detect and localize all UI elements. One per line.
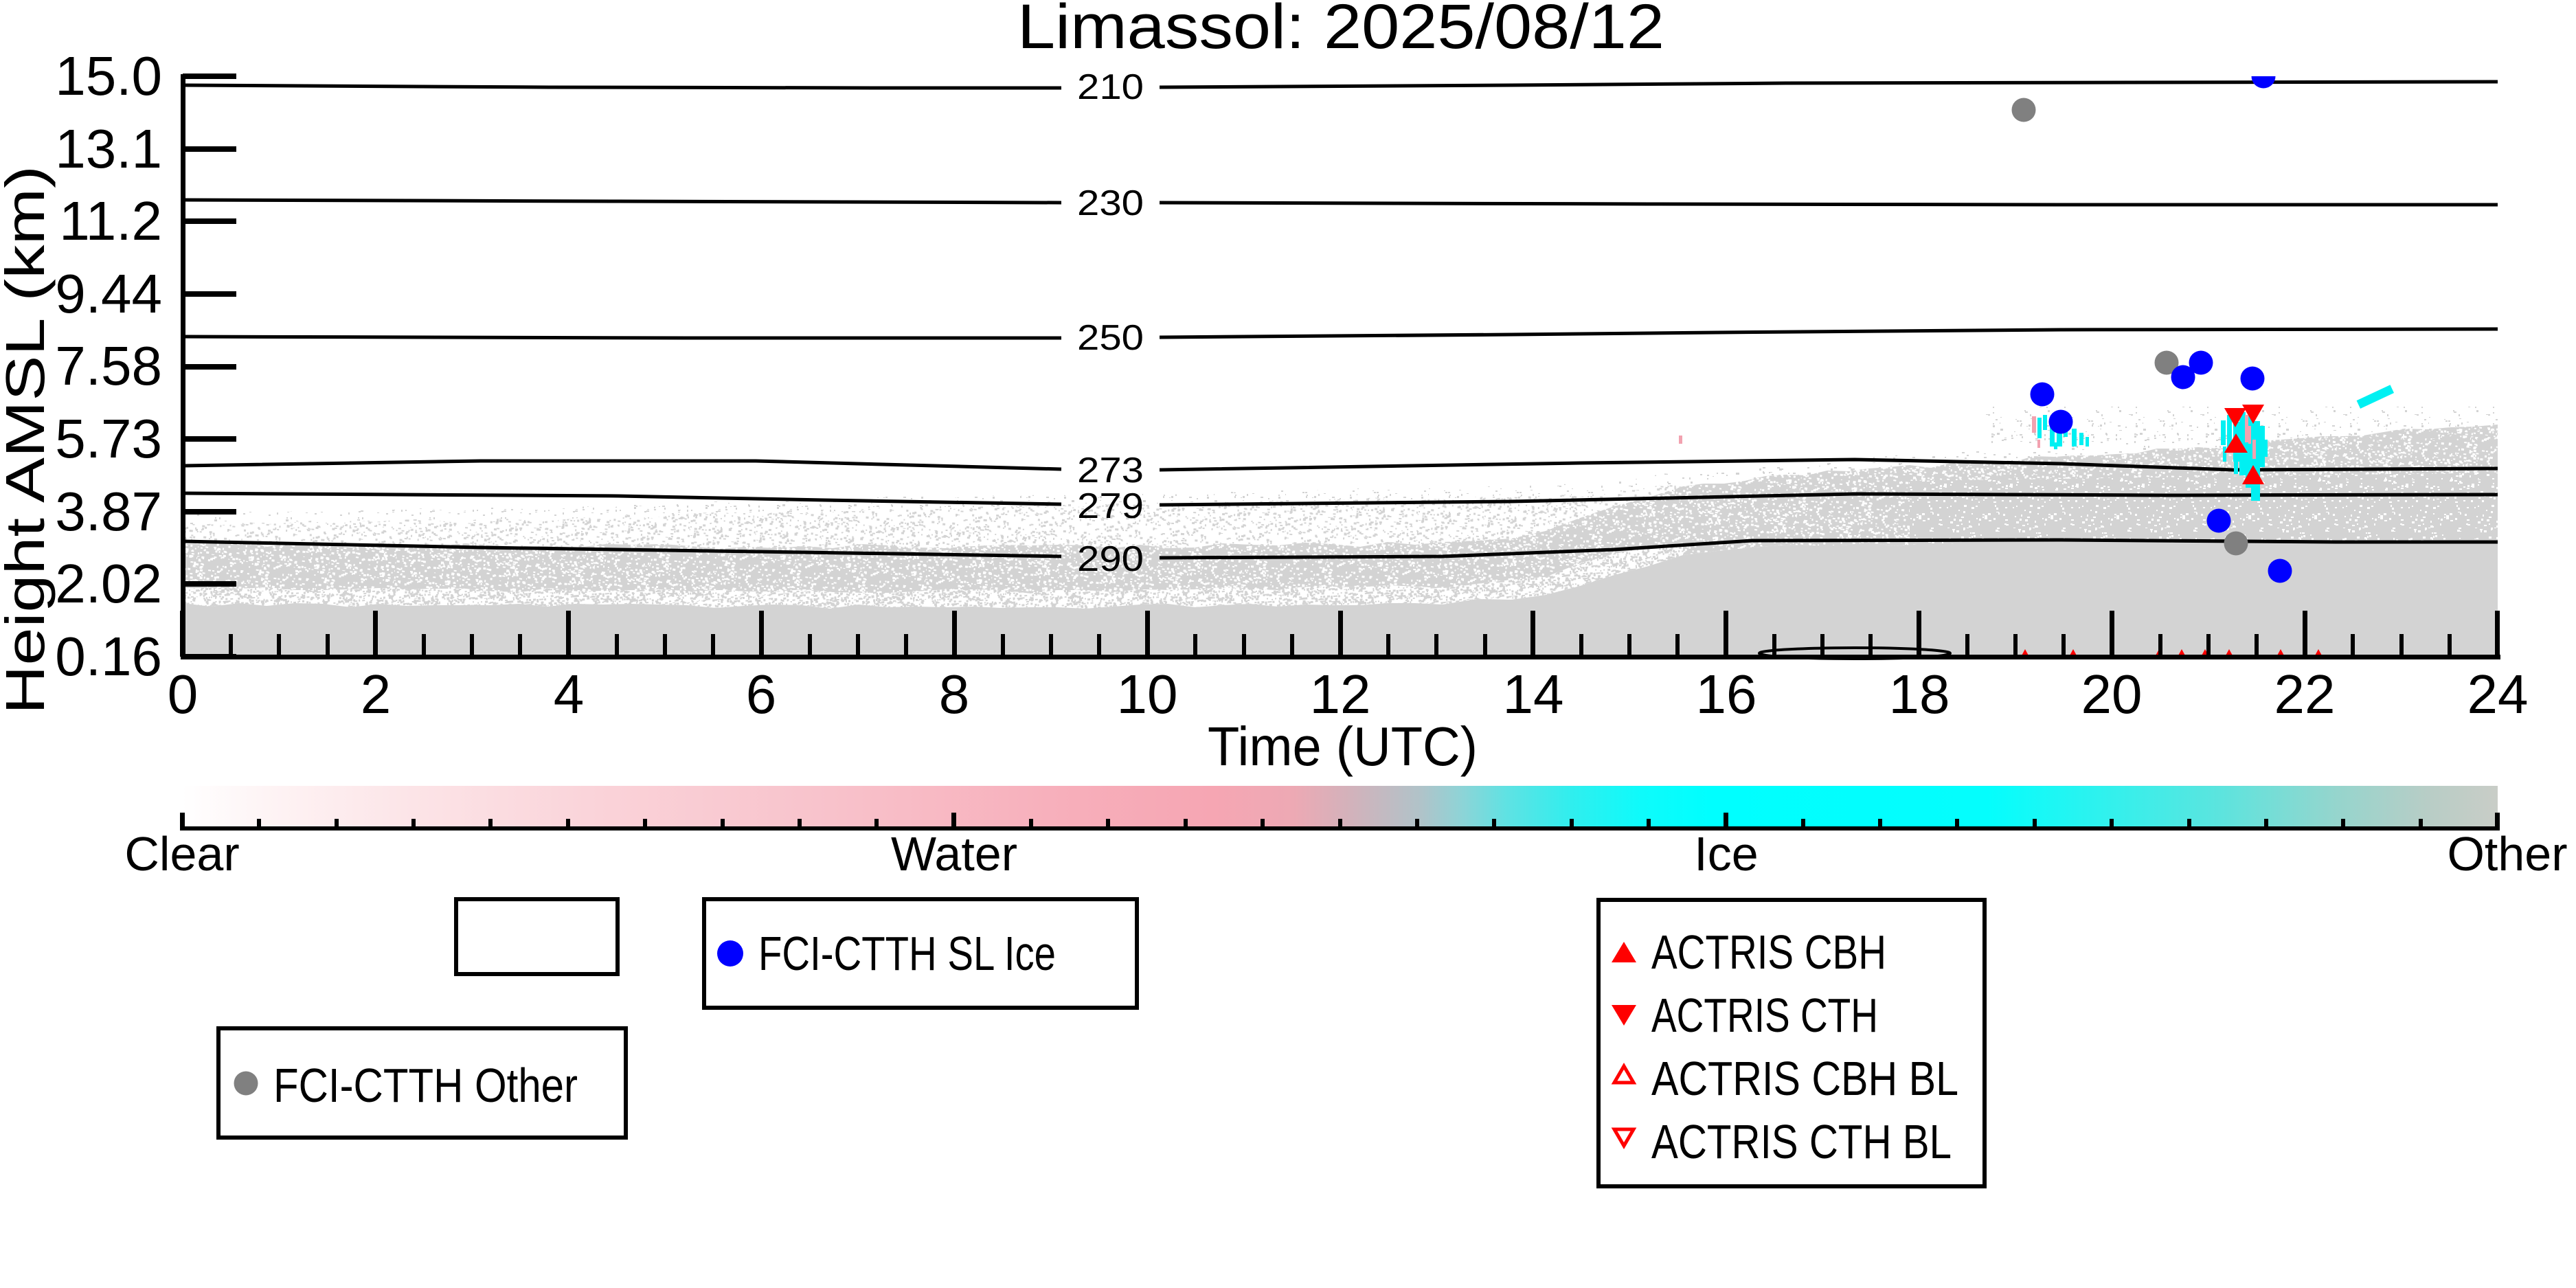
- svg-text:0: 0: [168, 664, 199, 725]
- svg-text:273: 273: [1077, 451, 1144, 490]
- svg-text:15.0: 15.0: [55, 45, 162, 106]
- svg-text:5.73: 5.73: [55, 408, 162, 469]
- svg-text:3.87: 3.87: [55, 481, 162, 542]
- svg-text:ACTRIS CTH: ACTRIS CTH: [1651, 988, 1878, 1042]
- svg-text:20: 20: [2081, 664, 2143, 725]
- svg-text:12: 12: [1310, 664, 1371, 725]
- svg-text:14: 14: [1503, 664, 1564, 725]
- svg-text:210: 210: [1077, 67, 1144, 107]
- svg-text:16: 16: [1696, 664, 1757, 725]
- svg-text:11.2: 11.2: [59, 190, 162, 251]
- svg-text:7.58: 7.58: [55, 335, 162, 396]
- svg-text:0.16: 0.16: [55, 626, 162, 687]
- svg-text:13.1: 13.1: [55, 118, 162, 179]
- svg-text:Limassol: 2025/08/12: Limassol: 2025/08/12: [1017, 0, 1664, 62]
- svg-text:ACTRIS CBH: ACTRIS CBH: [1651, 925, 1886, 979]
- svg-text:Ice: Ice: [1694, 827, 1758, 881]
- svg-text:250: 250: [1077, 318, 1144, 358]
- svg-text:6: 6: [746, 664, 777, 725]
- svg-text:Time (UTC): Time (UTC): [1208, 716, 1478, 777]
- svg-text:290: 290: [1077, 539, 1144, 579]
- svg-text:230: 230: [1077, 183, 1144, 223]
- svg-text:Other: Other: [2447, 827, 2567, 881]
- svg-text:8: 8: [939, 664, 970, 725]
- svg-text:2.02: 2.02: [55, 553, 162, 614]
- svg-text:Clear: Clear: [124, 827, 239, 881]
- svg-text:24: 24: [2467, 664, 2529, 725]
- svg-text:Height AMSL (km): Height AMSL (km): [0, 166, 56, 714]
- svg-text:4: 4: [554, 664, 585, 725]
- svg-text:ACTRIS CBH BL: ACTRIS CBH BL: [1651, 1052, 1958, 1105]
- svg-text:2: 2: [361, 664, 392, 725]
- svg-text:10: 10: [1117, 664, 1178, 725]
- svg-text:ACTRIS CTH BL: ACTRIS CTH BL: [1651, 1115, 1952, 1168]
- svg-text:Water: Water: [891, 827, 1017, 881]
- svg-text:FCI-CTTH SL Ice: FCI-CTTH SL Ice: [758, 927, 1056, 980]
- svg-text:FCI-CTTH Other: FCI-CTTH Other: [273, 1059, 578, 1112]
- svg-text:279: 279: [1077, 486, 1144, 526]
- svg-text:9.44: 9.44: [55, 263, 162, 324]
- svg-text:18: 18: [1889, 664, 1950, 725]
- svg-text:22: 22: [2274, 664, 2336, 725]
